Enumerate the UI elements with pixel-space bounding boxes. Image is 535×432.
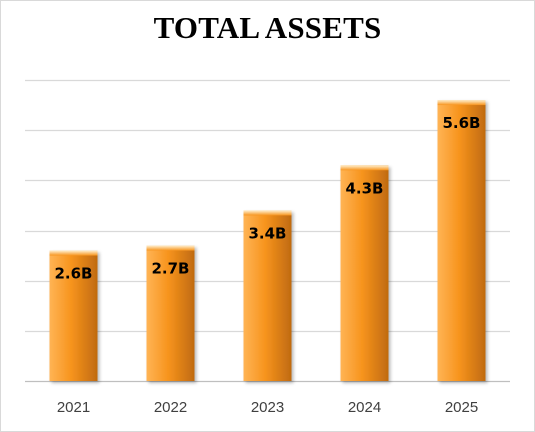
x-tick-label: 2025 xyxy=(445,399,478,416)
bar-bevel xyxy=(146,245,195,251)
chart-title: TOTAL ASSETS xyxy=(153,10,382,45)
data-label: 2.7B xyxy=(151,260,189,278)
x-tick-label: 2022 xyxy=(154,399,187,416)
bars xyxy=(49,100,486,382)
data-label: 3.4B xyxy=(248,224,286,242)
data-label: 4.3B xyxy=(345,179,383,197)
x-tick-label: 2021 xyxy=(57,399,90,416)
bar-bevel xyxy=(437,100,486,106)
bar-bevel xyxy=(243,210,292,216)
bar xyxy=(340,165,389,381)
x-tick-label: 2024 xyxy=(348,399,381,416)
bar xyxy=(243,210,292,381)
x-tick-label: 2023 xyxy=(251,399,284,416)
bar xyxy=(49,250,98,381)
bar-bevel xyxy=(49,250,98,256)
bar xyxy=(437,100,486,382)
x-axis-ticks: 2021 2022 2023 2024 2025 xyxy=(57,399,478,416)
data-labels: 2.6B 2.7B 3.4B 4.3B 5.6B xyxy=(54,114,480,283)
bar-2023 xyxy=(243,210,292,381)
bar-bevel xyxy=(340,165,389,171)
data-label: 5.6B xyxy=(442,114,480,132)
bar-2025 xyxy=(437,100,486,382)
bar-2024 xyxy=(340,165,389,381)
data-label: 2.6B xyxy=(54,265,92,283)
bar xyxy=(146,245,195,381)
bar-2021 xyxy=(49,250,98,381)
bar-2022 xyxy=(146,245,195,381)
